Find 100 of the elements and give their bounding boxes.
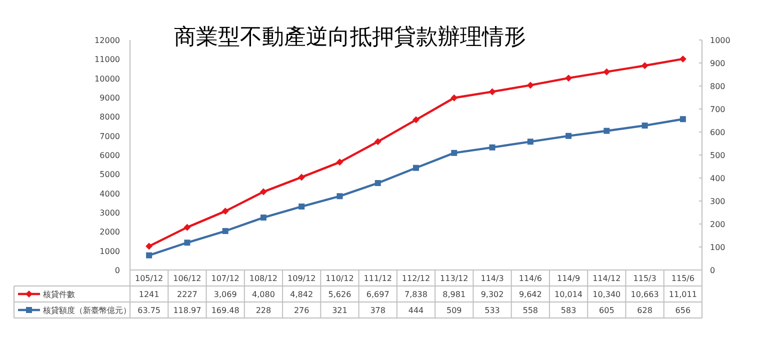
data-label: 9,302 [480,290,504,299]
data-label: 228 [256,306,272,315]
y-tick-label: 4000 [100,189,120,198]
y-tick-label: 2000 [100,228,120,237]
data-label: 583 [560,306,576,315]
y2-tick-label: 600 [710,128,726,137]
data-label: 444 [408,306,424,315]
data-label: 169.48 [211,306,240,315]
y-tick-label: 3000 [100,208,120,218]
title: 商業型不動產逆向抵押貸款辦理情形 [174,24,526,49]
data-label: 656 [675,306,691,315]
xtick: 109/12 [288,274,316,283]
y2-tick-label: 900 [710,59,726,68]
point [450,94,458,102]
point [527,138,534,145]
point [489,144,496,150]
data-label: 6,697 [366,290,390,299]
xtick: 112/12 [402,274,430,283]
xtick: 113/12 [440,274,468,283]
xtick: 114/6 [518,274,542,283]
y-tick-label: 0 [114,266,120,275]
data-label: 9,642 [518,290,542,299]
point [298,204,305,210]
y-tick-label: 1000 [100,246,120,256]
point [679,55,686,62]
xtick: 114/3 [480,274,504,283]
y-tick-label: 8000 [100,112,120,122]
xtick: 115/3 [633,274,656,283]
point [260,188,267,196]
point [298,174,306,181]
data-label: 10,663 [630,290,659,299]
data-label: 605 [599,306,614,315]
y2-tick-label: 700 [710,105,726,114]
xtick: 114/12 [592,274,621,283]
point [603,68,610,76]
data-label: 4,842 [290,290,314,299]
point [374,138,382,146]
point [222,228,228,234]
xtick: 111/12 [364,274,392,283]
xtick: 114/9 [557,274,580,283]
y2-tick-label: 1000 [710,36,730,45]
point [488,88,496,96]
point [412,116,420,124]
data-label: 533 [484,306,500,315]
data-label: 10,014 [554,290,583,299]
legend-item: 核貸件數 [18,290,75,299]
legend-item: 核貸額度（新臺幣億元） [18,306,131,315]
data-label: 118.97 [173,306,202,315]
point [565,74,572,82]
data-label: 10,340 [592,290,621,299]
point [146,242,153,250]
y2-tick-label: 500 [710,151,726,160]
xtick: 115/6 [671,274,694,283]
xtick: 108/12 [249,274,278,283]
point [680,116,686,122]
y-tick-label: 5000 [100,170,120,180]
point [222,208,229,215]
y2-tick-label: 400 [710,174,726,183]
point [336,193,343,200]
data-label: 8,981 [442,290,466,299]
legend-label: 核貸額度（新臺幣億元） [42,306,131,315]
y-tick-label: 7000 [100,132,120,141]
point [641,62,648,70]
data-label: 2227 [177,290,198,299]
point [374,180,381,186]
y2-tick-label: 300 [710,197,726,206]
data-label: 378 [370,306,386,315]
y-tick-label: 9000 [100,94,120,102]
y-tick-label: 11000 [94,55,120,64]
data-label: 321 [332,306,348,315]
data-label: 5,626 [328,290,352,299]
data-label: 628 [637,306,652,315]
y2-tick-label: 800 [710,82,726,91]
xtick: 105/12 [135,274,164,283]
point [184,224,191,231]
data-label: 4,080 [252,290,275,299]
data-label: 276 [294,306,310,315]
point [413,164,419,171]
data-label: 11,011 [668,290,697,299]
y-tick-label: 10000 [94,74,120,84]
xtick: 107/12 [211,274,240,283]
point [604,128,610,134]
data-label: 7,838 [404,290,428,299]
data-label: 558 [522,306,538,315]
y-tick-label: 12000 [94,36,120,45]
y2-tick-label: 0 [710,266,716,275]
data-label: 509 [446,306,462,315]
y2-tick-label: 100 [710,243,726,252]
y2-tick-label: 200 [710,220,726,229]
point [184,240,190,246]
xtick: 110/12 [326,274,354,283]
data-label: 1241 [138,290,160,299]
legend-label: 核貸件數 [42,290,75,299]
point [336,158,344,166]
xtick: 106/12 [173,274,202,283]
data-label: 63.75 [138,306,161,315]
point [451,150,458,156]
data-label: 3,069 [214,290,237,299]
y-tick-label: 6000 [100,151,120,160]
point [566,132,572,139]
